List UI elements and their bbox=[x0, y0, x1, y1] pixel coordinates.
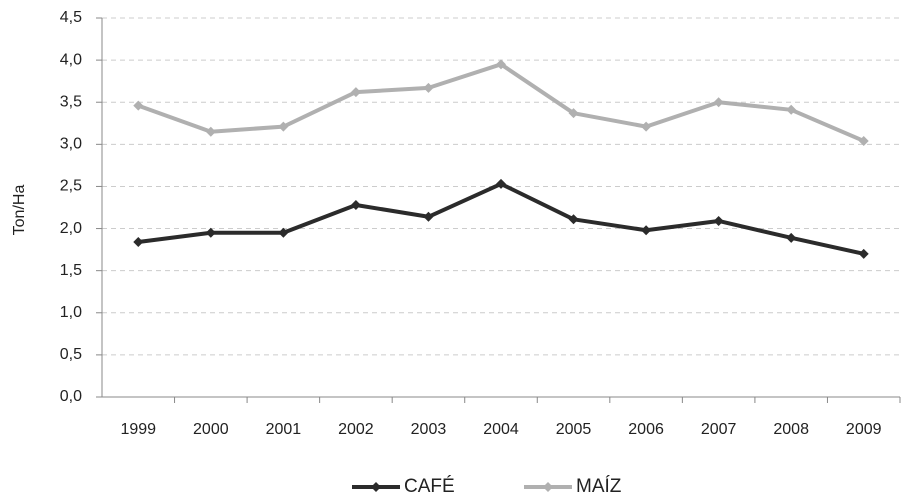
point bbox=[568, 108, 579, 119]
point bbox=[423, 211, 434, 222]
point bbox=[568, 214, 579, 225]
point bbox=[786, 104, 797, 115]
y-tick-label: 2,5 bbox=[60, 178, 82, 195]
x-tick-label: 2000 bbox=[193, 421, 229, 438]
x-tick-label: 2001 bbox=[266, 421, 302, 438]
x-tick-label: 2007 bbox=[701, 421, 737, 438]
y-tick-label: 4,5 bbox=[60, 9, 82, 26]
x-tick-label: 2004 bbox=[483, 421, 519, 438]
point bbox=[641, 121, 652, 132]
x-tick-label: 2002 bbox=[338, 421, 374, 438]
y-tick-label: 1,5 bbox=[60, 262, 82, 279]
point bbox=[133, 100, 144, 111]
y-tick-label: 0,5 bbox=[60, 346, 82, 363]
x-tick-label: 1999 bbox=[120, 421, 156, 438]
y-axis-label: Ton/Ha bbox=[11, 185, 28, 236]
point bbox=[713, 215, 724, 226]
point bbox=[205, 227, 216, 238]
series-line bbox=[138, 181, 865, 256]
legend-label: MAÍZ bbox=[576, 476, 622, 495]
point bbox=[350, 199, 361, 210]
point bbox=[858, 248, 869, 259]
y-tick-label: 0,0 bbox=[60, 388, 82, 405]
y-tick-label: 3,5 bbox=[60, 93, 82, 110]
point bbox=[278, 121, 289, 132]
x-tick-label: 2003 bbox=[411, 421, 447, 438]
point bbox=[423, 82, 434, 93]
y-tick-label: 4,0 bbox=[60, 51, 82, 68]
point bbox=[641, 225, 652, 236]
point bbox=[205, 126, 216, 137]
legend-marker bbox=[371, 482, 381, 492]
point bbox=[858, 135, 869, 146]
legend-marker bbox=[543, 482, 553, 492]
x-tick-label: 2008 bbox=[773, 421, 809, 438]
point bbox=[496, 59, 506, 70]
y-tick-label: 2,0 bbox=[60, 220, 82, 237]
x-tick-label: 2009 bbox=[846, 421, 882, 438]
legend-label: CAFÉ bbox=[404, 476, 455, 495]
point bbox=[350, 87, 361, 98]
point bbox=[133, 237, 144, 248]
y-tick-label: 3,0 bbox=[60, 136, 82, 153]
x-tick-label: 2006 bbox=[628, 421, 664, 438]
point bbox=[278, 227, 289, 238]
y-tick-label: 1,0 bbox=[60, 304, 82, 321]
point bbox=[496, 178, 506, 189]
point bbox=[786, 232, 797, 243]
point bbox=[713, 97, 724, 108]
x-tick-label: 2005 bbox=[556, 421, 592, 438]
